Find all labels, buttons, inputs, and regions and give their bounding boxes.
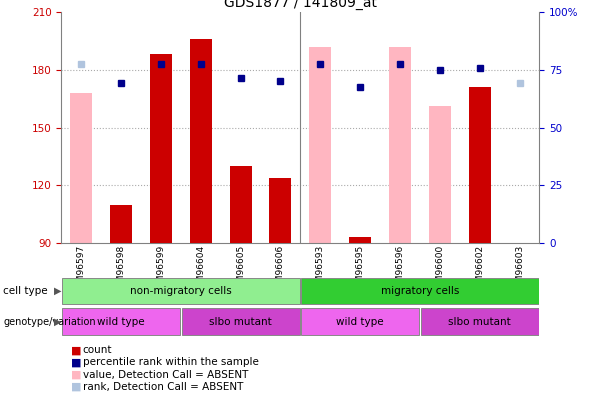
Text: count: count: [83, 345, 112, 355]
Bar: [421, 309, 539, 335]
Bar: [181, 309, 300, 335]
Title: GDS1877 / 141809_at: GDS1877 / 141809_at: [224, 0, 377, 10]
Bar: [389, 47, 411, 243]
Bar: [150, 55, 172, 243]
Text: percentile rank within the sample: percentile rank within the sample: [83, 358, 259, 367]
Text: wild type: wild type: [337, 317, 384, 326]
Bar: [62, 309, 180, 335]
Text: ■: ■: [70, 382, 81, 392]
Text: non-migratory cells: non-migratory cells: [130, 286, 232, 296]
Text: rank, Detection Call = ABSENT: rank, Detection Call = ABSENT: [83, 382, 243, 392]
Bar: [301, 278, 539, 304]
Text: migratory cells: migratory cells: [381, 286, 459, 296]
Bar: [301, 309, 419, 335]
Text: ▶: ▶: [54, 286, 61, 296]
Text: wild type: wild type: [97, 317, 145, 326]
Text: ■: ■: [70, 358, 81, 367]
Text: ■: ■: [70, 370, 81, 379]
Bar: [62, 278, 300, 304]
Text: value, Detection Call = ABSENT: value, Detection Call = ABSENT: [83, 370, 248, 379]
Text: cell type: cell type: [3, 286, 48, 296]
Bar: [110, 205, 132, 243]
Text: slbo mutant: slbo mutant: [209, 317, 272, 326]
Bar: [310, 47, 331, 243]
Text: slbo mutant: slbo mutant: [448, 317, 511, 326]
Bar: [230, 166, 251, 243]
Text: ■: ■: [70, 345, 81, 355]
Bar: [70, 93, 92, 243]
Bar: [270, 178, 291, 243]
Bar: [469, 87, 490, 243]
Bar: [190, 39, 211, 243]
Bar: [429, 107, 451, 243]
Bar: [349, 237, 371, 243]
Text: genotype/variation: genotype/variation: [3, 317, 96, 326]
Text: ▶: ▶: [54, 317, 61, 326]
